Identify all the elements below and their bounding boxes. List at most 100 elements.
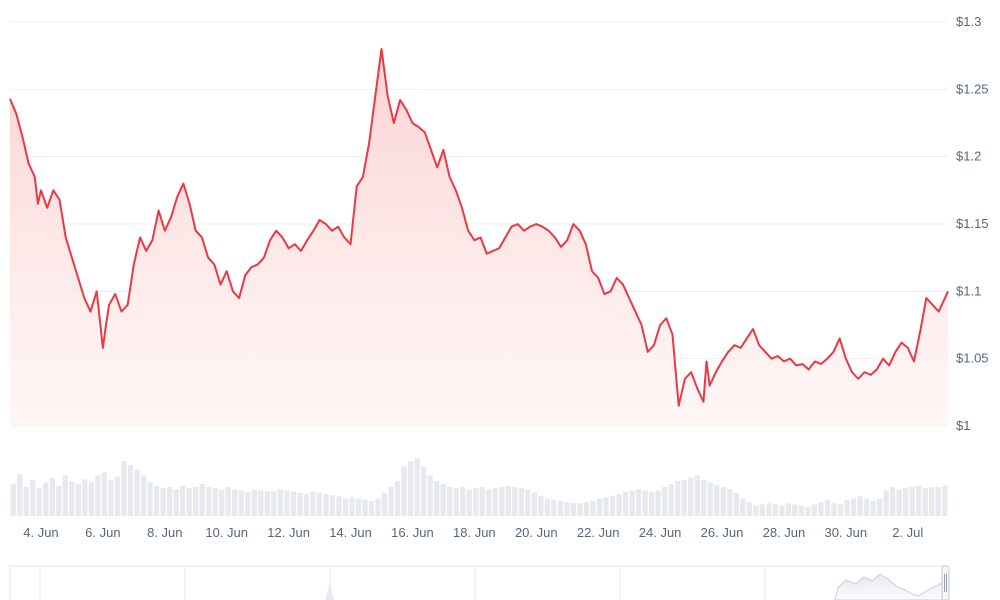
y-tick-label: $1.1 <box>956 283 981 298</box>
x-tick-label: 20. Jun <box>515 525 558 540</box>
volume-bar <box>629 490 635 516</box>
volume-bar <box>903 488 909 516</box>
volume-bar <box>570 503 577 516</box>
volume-bar <box>512 487 518 516</box>
volume-bar <box>401 466 407 516</box>
volume-bar <box>577 503 583 516</box>
volume-bar <box>375 498 381 516</box>
volume-bar <box>355 498 362 516</box>
price-line-group <box>9 47 949 407</box>
volume-bar <box>590 500 596 516</box>
volume-bar <box>492 488 498 516</box>
volume-bar <box>531 492 538 516</box>
volume-bar <box>714 484 720 516</box>
volume-bar <box>95 475 101 516</box>
volume-bar <box>277 489 283 516</box>
volume-bar <box>668 484 674 516</box>
x-tick-label: 4. Jun <box>23 525 58 540</box>
volume-bar <box>766 503 772 516</box>
volume-bar <box>264 491 270 516</box>
y-tick-label: $1.15 <box>956 216 989 231</box>
y-tick-label: $1.05 <box>956 351 989 366</box>
volume-bar <box>753 505 759 516</box>
volume-bar <box>557 500 564 516</box>
volume-bar <box>720 487 726 516</box>
x-axis-ticks: 4. Jun 6. Jun 8. Jun 10. Jun 12. Jun 14. Jun 1… <box>23 525 923 540</box>
volume-bar <box>323 493 329 516</box>
x-tick-label: 10. Jun <box>205 525 248 540</box>
volume-bar <box>394 481 401 516</box>
x-tick-label: 8. Jun <box>147 525 182 540</box>
volume-bar <box>655 490 661 516</box>
volume-bar <box>896 489 902 516</box>
volume-bar <box>622 491 629 516</box>
x-tick-label: 16. Jun <box>391 525 434 540</box>
volume-bar <box>381 492 388 516</box>
volume-bar <box>525 489 531 516</box>
range-navigator[interactable] <box>9 565 950 600</box>
volume-bar <box>486 489 492 516</box>
area-fill <box>10 48 948 427</box>
volume-bar <box>362 499 368 516</box>
volume-bar <box>583 502 590 516</box>
volume-bar <box>675 481 681 516</box>
volume-bar <box>108 480 114 516</box>
volume-bar <box>648 491 655 516</box>
volume-bar <box>746 502 752 516</box>
volume-bar <box>688 477 694 516</box>
volume-bar <box>388 487 394 516</box>
volume-bar <box>30 480 36 516</box>
volume-bar <box>10 484 16 516</box>
x-tick-label: 18. Jun <box>453 525 496 540</box>
navigator-spike <box>325 582 334 600</box>
volume-bar <box>785 503 792 516</box>
volume-bar <box>792 504 798 516</box>
volume-bar <box>844 499 850 516</box>
volume-bar <box>160 488 166 516</box>
volume-bar <box>883 490 889 516</box>
volume-bar <box>603 497 609 516</box>
volume-bar <box>153 485 160 516</box>
volume-bar <box>447 487 453 516</box>
volume-bar <box>661 487 668 516</box>
volume-bar <box>336 496 342 516</box>
volume-bar <box>694 475 700 516</box>
volume-bar <box>75 484 82 516</box>
volume-bar <box>772 504 779 516</box>
volume-bar <box>740 498 746 516</box>
x-tick-label: 14. Jun <box>329 525 372 540</box>
volume-bar <box>811 504 818 516</box>
volume-bar <box>316 492 323 516</box>
volume-bar <box>759 504 766 516</box>
volume-bar <box>43 482 49 516</box>
volume-bar <box>271 491 277 516</box>
volume-bar <box>818 502 824 516</box>
x-tick-label: 28. Jun <box>763 525 806 540</box>
volume-bar <box>407 460 414 516</box>
volume-bar <box>453 488 459 516</box>
x-tick-label: 12. Jun <box>267 525 310 540</box>
y-tick-label: $1 <box>956 418 970 433</box>
volume-bar <box>82 479 88 516</box>
volume-bar <box>701 480 707 516</box>
volume-bar <box>876 498 883 516</box>
volume-bar <box>518 488 524 516</box>
navigator-handle[interactable] <box>941 565 950 600</box>
volume-bar <box>101 472 108 516</box>
volume-bar <box>303 493 310 516</box>
volume-bar <box>850 498 857 516</box>
volume-bar <box>733 492 739 516</box>
volume-bar <box>935 487 941 516</box>
volume-bar <box>127 464 134 516</box>
volume-bar <box>179 485 186 516</box>
volume-bar <box>219 489 225 516</box>
volume-bar <box>551 499 557 516</box>
volume-bar <box>290 491 297 516</box>
volume-bar <box>779 505 785 516</box>
volume-bar <box>121 460 127 516</box>
volume-bar <box>232 489 238 516</box>
volume-bar <box>414 458 420 516</box>
volume-bar <box>466 489 472 516</box>
volume-bar <box>49 477 55 516</box>
